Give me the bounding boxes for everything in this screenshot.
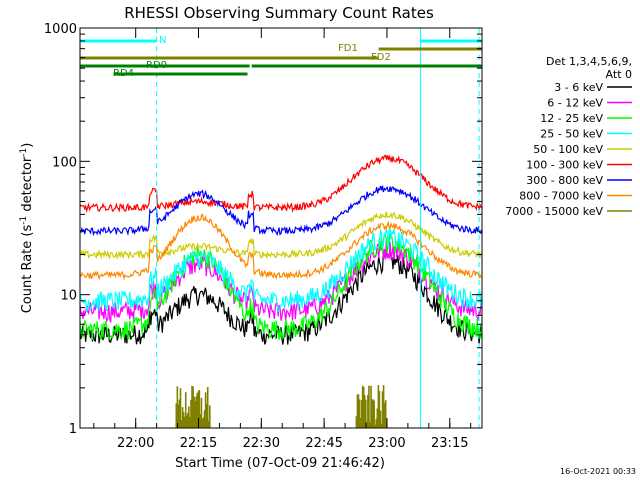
legend-entry-label: 7000 - 15000 keV [505,205,603,218]
x-tick-label: 22:30 [243,436,280,451]
legend-entry-label: 6 - 12 keV [547,97,603,110]
timestamp: 16-Oct-2021 00:33 [560,467,636,476]
series-line-6 [80,185,482,237]
y-axis-label-sup1: -1 [19,216,29,225]
x-tick-label: 22:15 [180,436,217,451]
olive-burst-0 [175,385,211,428]
plot-area: N FD1 FD2 RD0 RD4 [80,28,482,428]
y-tick-label: 100 [52,155,77,170]
y-tick-label: 1 [69,422,77,437]
state-label-fd2: FD2 [371,52,391,63]
x-tick-label: 22:00 [117,436,154,451]
state-label-rd0: RD0 [146,60,167,71]
plot-frame [79,27,483,429]
y-axis-label-part2: detector [20,156,35,216]
y-axis-label-part1: Count Rate (s [20,225,35,314]
series-line-2 [80,232,482,343]
x-tick-label: 23:15 [431,436,468,451]
y-tick-label: 10 [60,289,77,304]
chart-title: RHESSI Observing Summary Count Rates [124,4,434,22]
series-line-4 [80,211,482,261]
legend: Det 1,3,4,5,6,9,Att 03 - 6 keV 6 - 12 keV… [505,55,632,218]
y-axis-label-sup2: -1 [19,148,29,157]
y-tick-label: 1000 [44,22,77,37]
state-label-n: N [159,35,166,46]
y-axis-label-part3: ) [20,143,35,148]
state-label-rd4: RD4 [113,68,134,79]
state-label-fd1: FD1 [338,43,358,54]
legend-entry-label: 300 - 800 keV [526,174,603,187]
olive-burst-1 [355,385,387,428]
legend-entry-label: 12 - 25 keV [540,112,603,125]
legend-entry-label: 25 - 50 keV [540,128,603,141]
legend-header: Det 1,3,4,5,6,9, [546,55,632,68]
legend-entry-label: 50 - 100 keV [533,143,603,156]
x-tick-label: 23:00 [368,436,405,451]
x-tick-label: 22:45 [305,436,342,451]
x-axis: 22:00 22:15 22:30 22:45 23:00 23:15 [93,28,472,451]
series-line-0 [80,251,482,345]
legend-entry-label: 800 - 7000 keV [519,190,603,203]
legend-entry-label: 100 - 300 keV [526,159,603,172]
series-line-3 [80,227,482,313]
series-line-7 [80,213,482,281]
series-line-5 [80,154,482,214]
x-axis-label: Start Time (07-Oct-09 21:46:42) [175,456,385,471]
legend-header: Att 0 [606,68,632,81]
y-axis: 1000 100 10 1 [44,22,482,437]
y-axis-label: Count Rate (s-1 detector-1) [19,143,35,314]
legend-entry-label: 3 - 6 keV [554,81,603,94]
